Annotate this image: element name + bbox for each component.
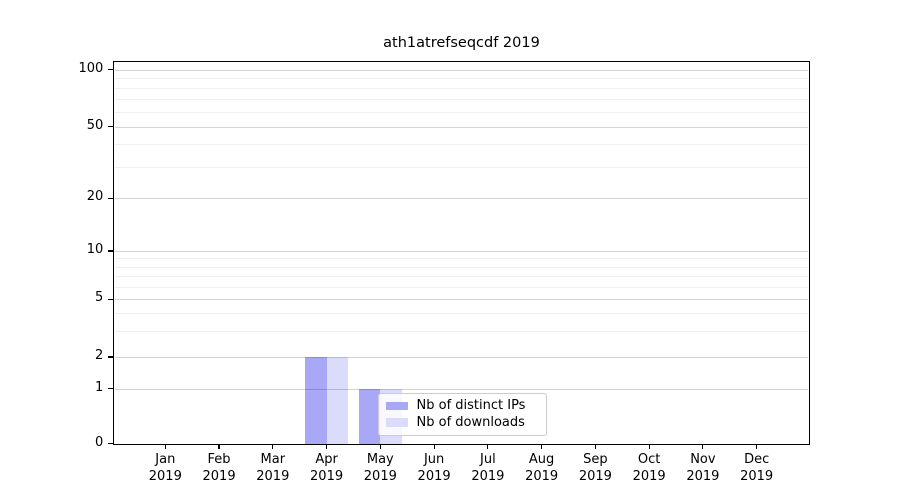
plot-area	[113, 61, 810, 445]
legend: Nb of distinct IPs Nb of downloads	[377, 392, 547, 436]
x-tick-label: Nov 2019	[686, 452, 720, 484]
x-tick-label: Apr 2019	[310, 452, 344, 484]
x-tick-label: Sep 2019	[578, 452, 612, 484]
legend-label-distinct-ips: Nb of distinct IPs	[416, 398, 526, 414]
y-tick-label: 0	[95, 434, 104, 450]
x-tick-label: Feb 2019	[202, 452, 236, 484]
legend-label-downloads: Nb of downloads	[416, 415, 525, 431]
legend-entry-downloads: Nb of downloads	[385, 414, 538, 431]
legend-swatch-downloads	[385, 418, 408, 427]
chart-title: ath1atrefseqcdf 2019	[383, 35, 540, 51]
y-tick-label: 100	[78, 60, 104, 76]
x-tick-label: Jan 2019	[148, 452, 182, 484]
x-tick-label: Mar 2019	[256, 452, 290, 484]
y-tick-label: 10	[86, 242, 104, 257]
x-tick-label: Jul 2019	[471, 452, 505, 484]
y-tick-label: 20	[86, 189, 104, 205]
x-tick-label: Oct 2019	[632, 452, 666, 484]
y-tick-label: 50	[86, 117, 104, 133]
y-tick-label: 1	[95, 379, 104, 395]
legend-swatch-distinct-ips	[385, 401, 408, 411]
x-tick-label: Jun 2019	[417, 452, 451, 484]
x-tick-label: Dec 2019	[740, 452, 774, 484]
y-tick-label: 2	[95, 348, 104, 363]
x-tick-label: Aug 2019	[525, 452, 559, 484]
y-tick-label: 5	[95, 290, 104, 306]
x-tick-label: May 2019	[363, 452, 397, 484]
legend-entry-distinct-ips: Nb of distinct IPs	[385, 398, 538, 415]
